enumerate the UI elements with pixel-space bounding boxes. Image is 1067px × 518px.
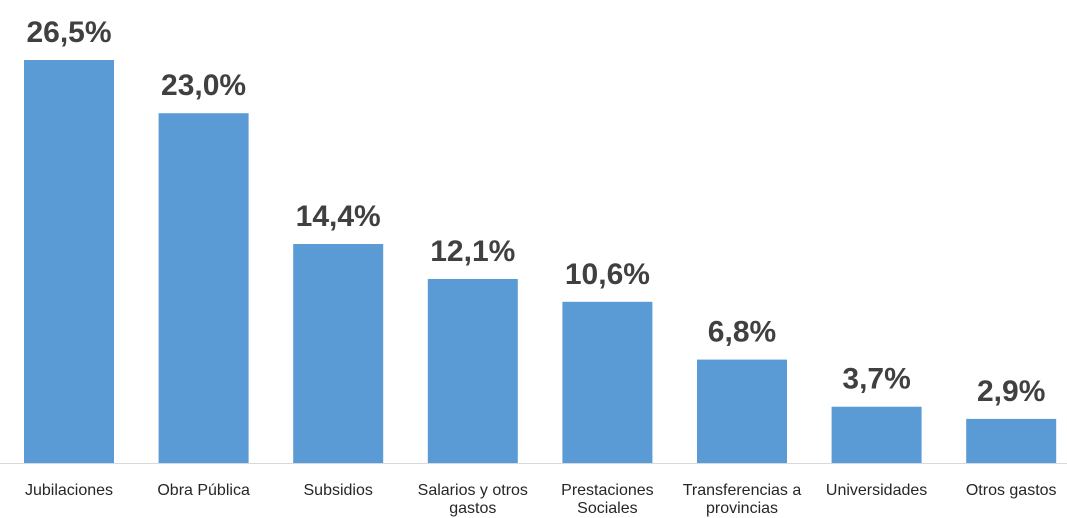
bar-3 [293,244,384,463]
category-label-5: Prestaciones Sociales [561,482,654,517]
bars-group [24,60,1057,464]
bar-4 [427,278,518,463]
bar-8 [966,418,1057,463]
value-label-1: 26,5% [26,16,111,49]
value-label-7: 3,7% [842,363,910,396]
category-label-3: Subsidios [304,482,373,499]
value-label-6: 6,8% [708,316,776,349]
bar-2 [158,113,249,464]
bar-1 [24,60,114,463]
category-label-1: Jubilaciones [25,482,113,499]
value-label-5: 10,6% [565,258,650,291]
value-label-2: 23,0% [161,69,246,102]
value-label-4: 12,1% [430,235,515,268]
bar-5 [562,301,653,463]
value-label-8: 2,9% [977,375,1045,408]
category-labels-group: Jubilaciones Obra Pública Subsidios Salario… [25,482,1057,517]
bar-7 [831,406,922,463]
category-label-2: Obra Pública [157,482,250,499]
category-label-7: Universidades [826,482,927,499]
bar-6 [697,359,787,463]
category-label-4: Salarios y otros gastos [418,482,528,517]
value-labels-group: 26,5% 23,0% 14,4% 12,1% 10,6% 6,8% 3,7% 2,9% [26,16,1045,408]
value-label-3: 14,4% [296,200,381,233]
category-label-8: Otros gastos [966,482,1057,499]
category-label-6: Transferencias a provincias [683,482,802,517]
